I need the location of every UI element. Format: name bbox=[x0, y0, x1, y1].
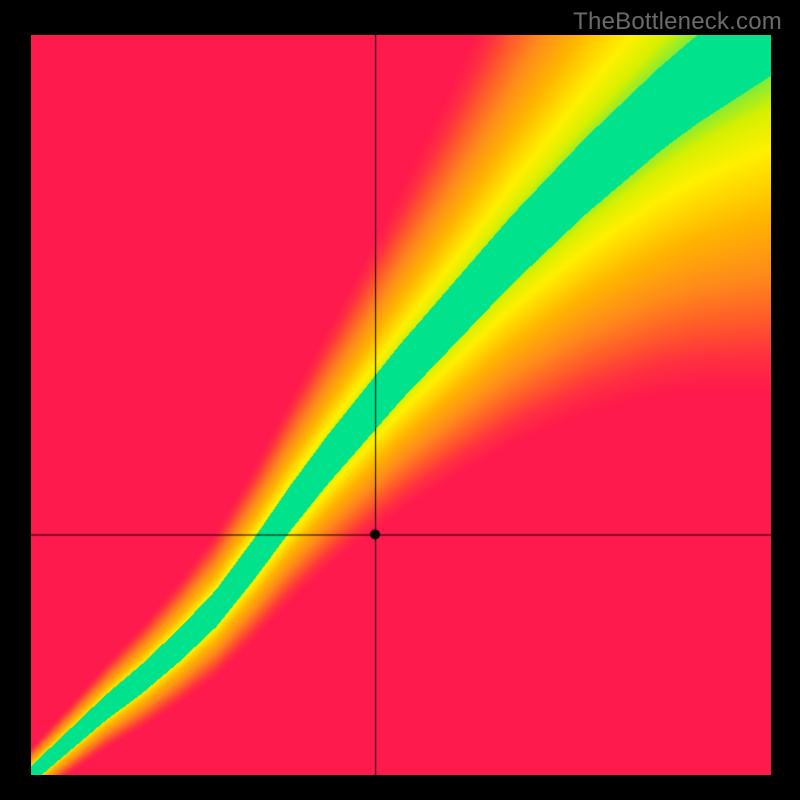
heatmap-canvas bbox=[31, 35, 771, 775]
chart-container: { "watermark": { "text": "TheBottleneck.… bbox=[0, 0, 800, 800]
watermark-text: TheBottleneck.com bbox=[573, 8, 782, 36]
